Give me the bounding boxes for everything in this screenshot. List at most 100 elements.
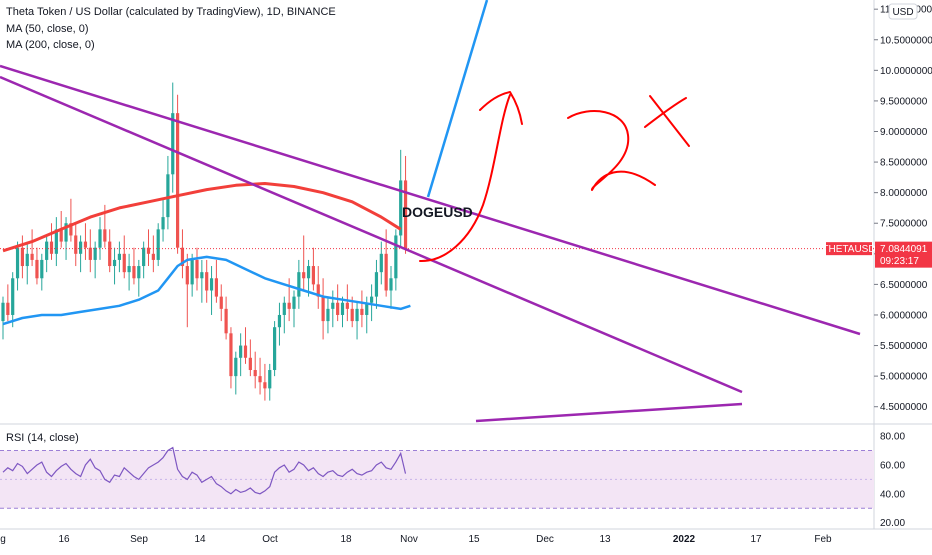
- candle-body: [112, 259, 117, 267]
- candle: [127, 253, 131, 291]
- candle: [239, 333, 243, 377]
- candle-body: [200, 272, 204, 279]
- candle: [83, 223, 88, 260]
- grid-layer: [0, 0, 932, 530]
- candle-body: [273, 327, 277, 371]
- candle-body: [49, 241, 54, 254]
- candle: [35, 247, 39, 285]
- candle: [370, 284, 374, 322]
- time-tick-label: 16: [58, 534, 70, 545]
- candle: [151, 235, 155, 273]
- time-tick-label: Nov: [400, 534, 418, 545]
- time-tick-label: Feb: [814, 534, 832, 545]
- candle: [321, 278, 325, 340]
- drawings-layer: DOGEUSD: [0, 0, 874, 423]
- candle: [200, 259, 204, 303]
- symbol-tag-label: THETAUSD: [822, 244, 875, 255]
- candle-body: [219, 296, 223, 309]
- price-tick-label: 5.5000000: [880, 341, 928, 352]
- time-tick-label: g: [0, 534, 6, 545]
- candle-body: [11, 278, 15, 315]
- currency-badge-label: USD: [892, 7, 913, 18]
- time-tick-label: 2022: [673, 534, 696, 545]
- candle-body: [103, 229, 107, 242]
- candle: [326, 296, 330, 334]
- candle-body: [248, 357, 252, 371]
- candle-body: [379, 253, 383, 273]
- candles-layer: [1, 82, 408, 401]
- candle: [25, 241, 29, 285]
- candle: [219, 284, 223, 322]
- candle-body: [83, 241, 88, 248]
- time-tick-label: 13: [599, 534, 611, 545]
- time-tick-label: Dec: [536, 534, 554, 545]
- price-tag-countdown: 09:23:17: [880, 256, 919, 267]
- candle-body: [40, 259, 44, 279]
- handwritten-two: [567, 110, 656, 191]
- candle: [98, 217, 102, 260]
- candle: [20, 235, 24, 279]
- candle-body: [171, 113, 175, 175]
- rsi-tick-label: 60.00: [880, 460, 905, 471]
- candle: [399, 149, 403, 248]
- candle-body: [146, 247, 151, 254]
- price-tick-label: 8.5000000: [880, 158, 928, 169]
- handwritten-arrow-head: [479, 91, 523, 125]
- candle: [355, 302, 359, 340]
- currency-badge-box: [888, 3, 918, 20]
- candle-body: [166, 174, 170, 218]
- candle-body: [214, 278, 218, 297]
- price-tag-box: [875, 241, 932, 268]
- candle: [190, 253, 194, 297]
- candle: [268, 363, 272, 401]
- price-tick-label: 4.5000000: [880, 402, 928, 413]
- candle-body: [370, 296, 374, 303]
- candle: [6, 284, 10, 322]
- candle-body: [229, 333, 233, 377]
- handwritten-arrow-shaft: [419, 94, 511, 263]
- candle: [360, 290, 364, 328]
- candle-body: [98, 229, 102, 248]
- handwritten-x-stroke-2: [644, 97, 687, 128]
- candle-body: [394, 235, 398, 279]
- price-tick-label: 6.0000000: [880, 310, 928, 321]
- time-tick-label: 18: [340, 534, 352, 545]
- candle-body: [156, 229, 160, 260]
- candle: [263, 363, 267, 401]
- candle-body: [365, 302, 369, 315]
- candle-body: [35, 259, 39, 279]
- candle-body: [239, 345, 243, 358]
- rsi-line: [2, 446, 407, 495]
- candle-body: [350, 308, 354, 322]
- candle: [258, 357, 262, 395]
- projection-line: [426, 0, 489, 198]
- candle-body: [195, 259, 199, 279]
- legend-ma200: MA (200, close, 0): [6, 39, 95, 51]
- candle-body: [185, 266, 189, 285]
- chart-title: Theta Token / US Dollar (calculated by T…: [6, 6, 336, 18]
- candle: [156, 223, 160, 267]
- candle-body: [93, 247, 97, 260]
- overlay-symbol-label: DOGEUSD: [402, 204, 473, 220]
- ma50-line: [2, 255, 411, 326]
- candle-body: [321, 296, 325, 322]
- legend-ma50: MA (50, close, 0): [6, 23, 89, 35]
- candle-body: [132, 266, 136, 279]
- candle: [273, 321, 277, 377]
- candle-body: [122, 253, 126, 273]
- candle: [234, 351, 238, 395]
- candle-body: [30, 253, 34, 260]
- time-tick-label: 17: [750, 534, 762, 545]
- candle-body: [205, 272, 209, 291]
- candle: [88, 229, 92, 273]
- candle-body: [292, 296, 296, 309]
- price-tick-label: 9.0000000: [880, 127, 928, 138]
- candle-body: [74, 235, 78, 254]
- candle-body: [137, 266, 141, 279]
- candle-body: [316, 284, 320, 297]
- candle-body: [15, 247, 20, 279]
- trendline-upper: [0, 64, 861, 336]
- candle: [176, 94, 180, 254]
